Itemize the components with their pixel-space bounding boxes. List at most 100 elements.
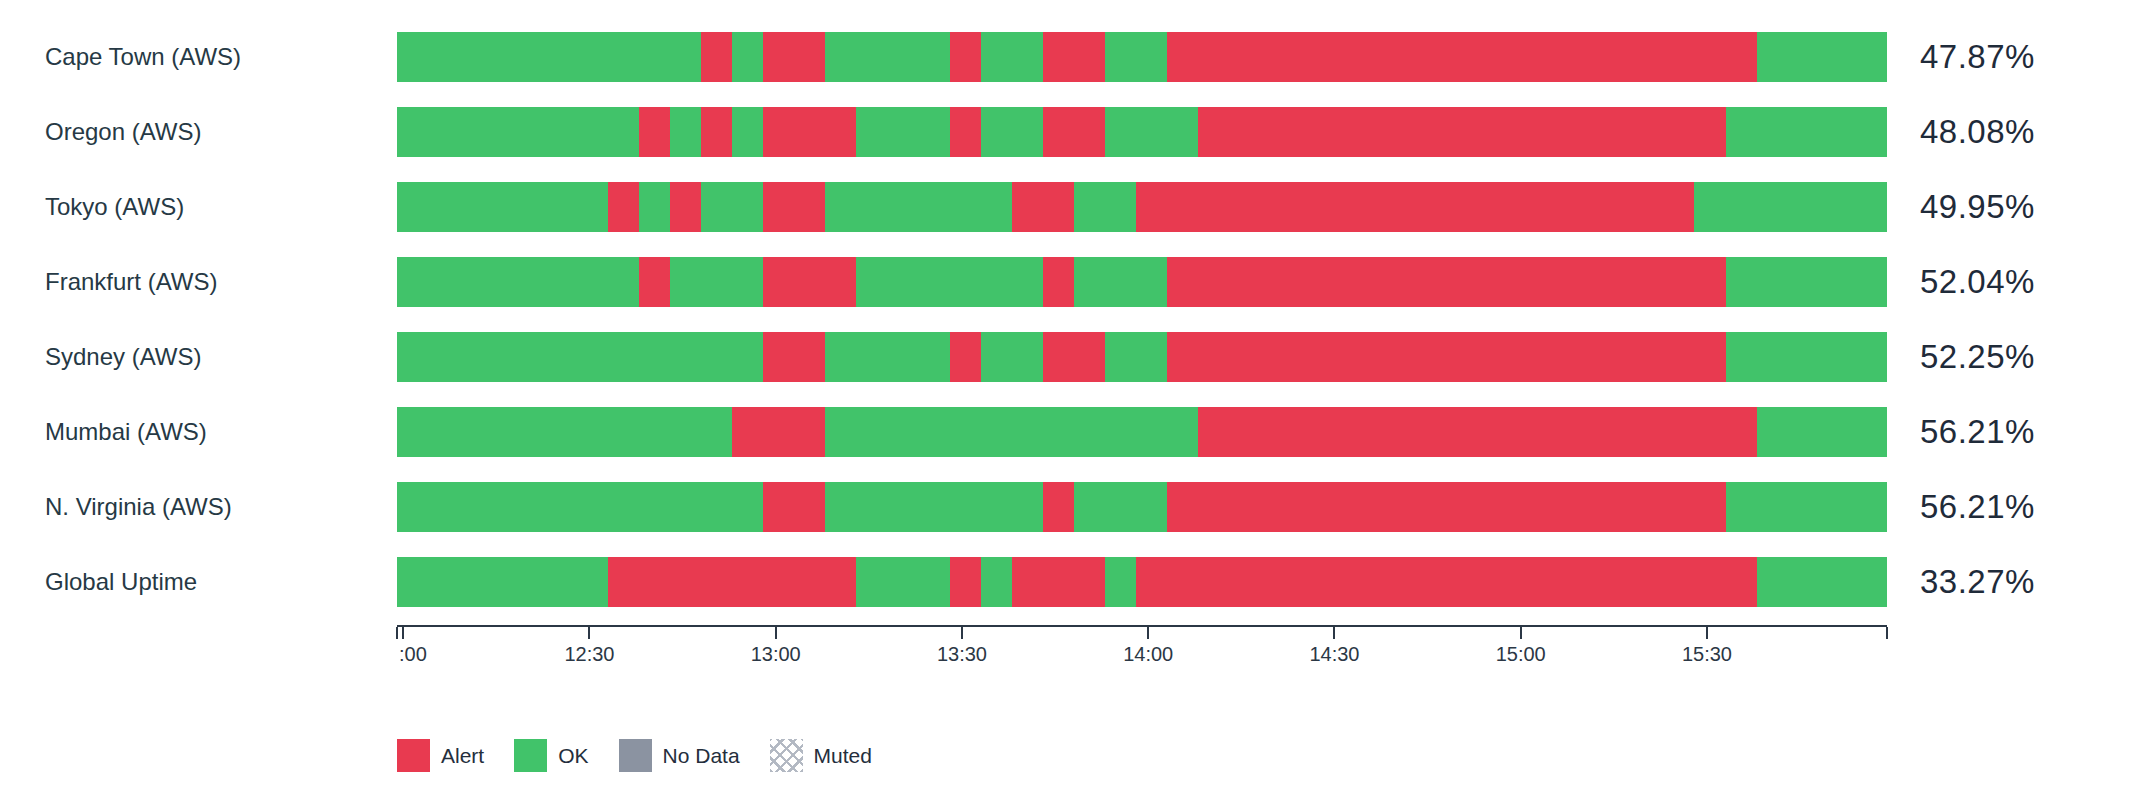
status-segment-ok[interactable] [981,332,1043,382]
status-segment-alert[interactable] [763,182,825,232]
status-segment-ok[interactable] [856,257,1042,307]
status-segment-ok[interactable] [1757,32,1887,82]
legend-swatch-muted-icon [770,739,803,772]
status-segment-alert[interactable] [608,557,856,607]
monitor-row: Tokyo (AWS) 49.95% [0,182,2134,232]
status-segment-ok[interactable] [397,257,639,307]
status-segment-alert[interactable] [1012,557,1105,607]
status-segment-ok[interactable] [639,182,670,232]
status-segment-ok[interactable] [397,32,701,82]
status-segment-ok[interactable] [1074,257,1167,307]
status-segment-ok[interactable] [1726,482,1887,532]
axis-tick-label: 15:00 [1496,643,1546,666]
legend-swatch-no_data-icon [619,739,652,772]
status-segment-ok[interactable] [1694,182,1886,232]
status-segment-ok[interactable] [397,182,608,232]
status-segment-alert[interactable] [763,107,856,157]
status-bar[interactable] [397,332,1887,382]
uptime-percentage: 52.25% [1920,338,2035,376]
status-bar[interactable] [397,407,1887,457]
status-segment-alert[interactable] [1043,482,1074,532]
status-segment-alert[interactable] [1136,557,1757,607]
uptime-status-chart: Cape Town (AWS) 47.87% Oregon (AWS) 48.0… [0,0,2134,802]
status-segment-ok[interactable] [825,407,1198,457]
status-segment-alert[interactable] [763,482,825,532]
status-segment-ok[interactable] [856,107,949,157]
status-segment-alert[interactable] [732,407,825,457]
status-segment-ok[interactable] [825,182,1011,232]
status-segment-alert[interactable] [763,332,825,382]
status-segment-ok[interactable] [397,407,732,457]
status-segment-alert[interactable] [1198,107,1726,157]
status-bar[interactable] [397,107,1887,157]
status-segment-ok[interactable] [981,107,1043,157]
status-segment-ok[interactable] [1105,32,1167,82]
legend-label: No Data [663,744,740,768]
status-segment-alert[interactable] [950,557,981,607]
status-segment-alert[interactable] [1167,482,1726,532]
status-segment-alert[interactable] [950,332,981,382]
status-segment-ok[interactable] [1726,107,1887,157]
status-segment-ok[interactable] [1105,107,1198,157]
status-bar[interactable] [397,482,1887,532]
status-segment-alert[interactable] [639,107,670,157]
monitor-row: Mumbai (AWS) 56.21% [0,407,2134,457]
status-segment-alert[interactable] [1012,182,1074,232]
monitor-name-label: Frankfurt (AWS) [45,268,217,296]
status-segment-ok[interactable] [981,32,1043,82]
status-segment-ok[interactable] [670,257,763,307]
status-segment-ok[interactable] [397,107,639,157]
status-segment-ok[interactable] [1757,557,1887,607]
status-segment-alert[interactable] [763,32,825,82]
status-bar[interactable] [397,32,1887,82]
status-segment-ok[interactable] [856,557,949,607]
status-segment-alert[interactable] [670,182,701,232]
status-segment-alert[interactable] [1043,257,1074,307]
uptime-percentage: 52.04% [1920,263,2035,301]
status-segment-alert[interactable] [1136,182,1695,232]
status-segment-ok[interactable] [1105,557,1136,607]
legend-item-ok[interactable]: OK [514,739,588,772]
legend-item-no_data[interactable]: No Data [619,739,740,772]
status-segment-ok[interactable] [397,332,763,382]
status-segment-ok[interactable] [825,32,949,82]
status-segment-alert[interactable] [639,257,670,307]
axis-tick [1520,627,1522,639]
status-segment-ok[interactable] [825,332,949,382]
status-segment-alert[interactable] [1198,407,1757,457]
status-segment-alert[interactable] [1043,107,1105,157]
status-bar[interactable] [397,182,1887,232]
axis-tick-label: 15:30 [1682,643,1732,666]
status-segment-ok[interactable] [397,557,608,607]
status-segment-ok[interactable] [1757,407,1887,457]
status-segment-alert[interactable] [950,32,981,82]
status-segment-alert[interactable] [1167,332,1726,382]
status-segment-alert[interactable] [701,32,732,82]
status-segment-ok[interactable] [1074,482,1167,532]
status-segment-alert[interactable] [1043,32,1105,82]
status-segment-alert[interactable] [608,182,639,232]
status-segment-ok[interactable] [397,482,763,532]
status-segment-ok[interactable] [981,557,1012,607]
status-segment-ok[interactable] [732,32,763,82]
legend-label: Alert [441,744,484,768]
status-bar[interactable] [397,557,1887,607]
status-segment-alert[interactable] [763,257,856,307]
status-segment-ok[interactable] [825,482,1042,532]
status-segment-alert[interactable] [1043,332,1105,382]
status-segment-ok[interactable] [732,107,763,157]
legend-label: OK [558,744,588,768]
legend-item-muted[interactable]: Muted [770,739,872,772]
status-segment-alert[interactable] [950,107,981,157]
status-segment-alert[interactable] [701,107,732,157]
status-segment-ok[interactable] [1726,332,1887,382]
status-bar[interactable] [397,257,1887,307]
status-segment-ok[interactable] [1074,182,1136,232]
status-segment-ok[interactable] [1105,332,1167,382]
legend-item-alert[interactable]: Alert [397,739,484,772]
status-segment-alert[interactable] [1167,32,1757,82]
status-segment-ok[interactable] [670,107,701,157]
status-segment-ok[interactable] [1726,257,1887,307]
status-segment-ok[interactable] [701,182,763,232]
status-segment-alert[interactable] [1167,257,1726,307]
